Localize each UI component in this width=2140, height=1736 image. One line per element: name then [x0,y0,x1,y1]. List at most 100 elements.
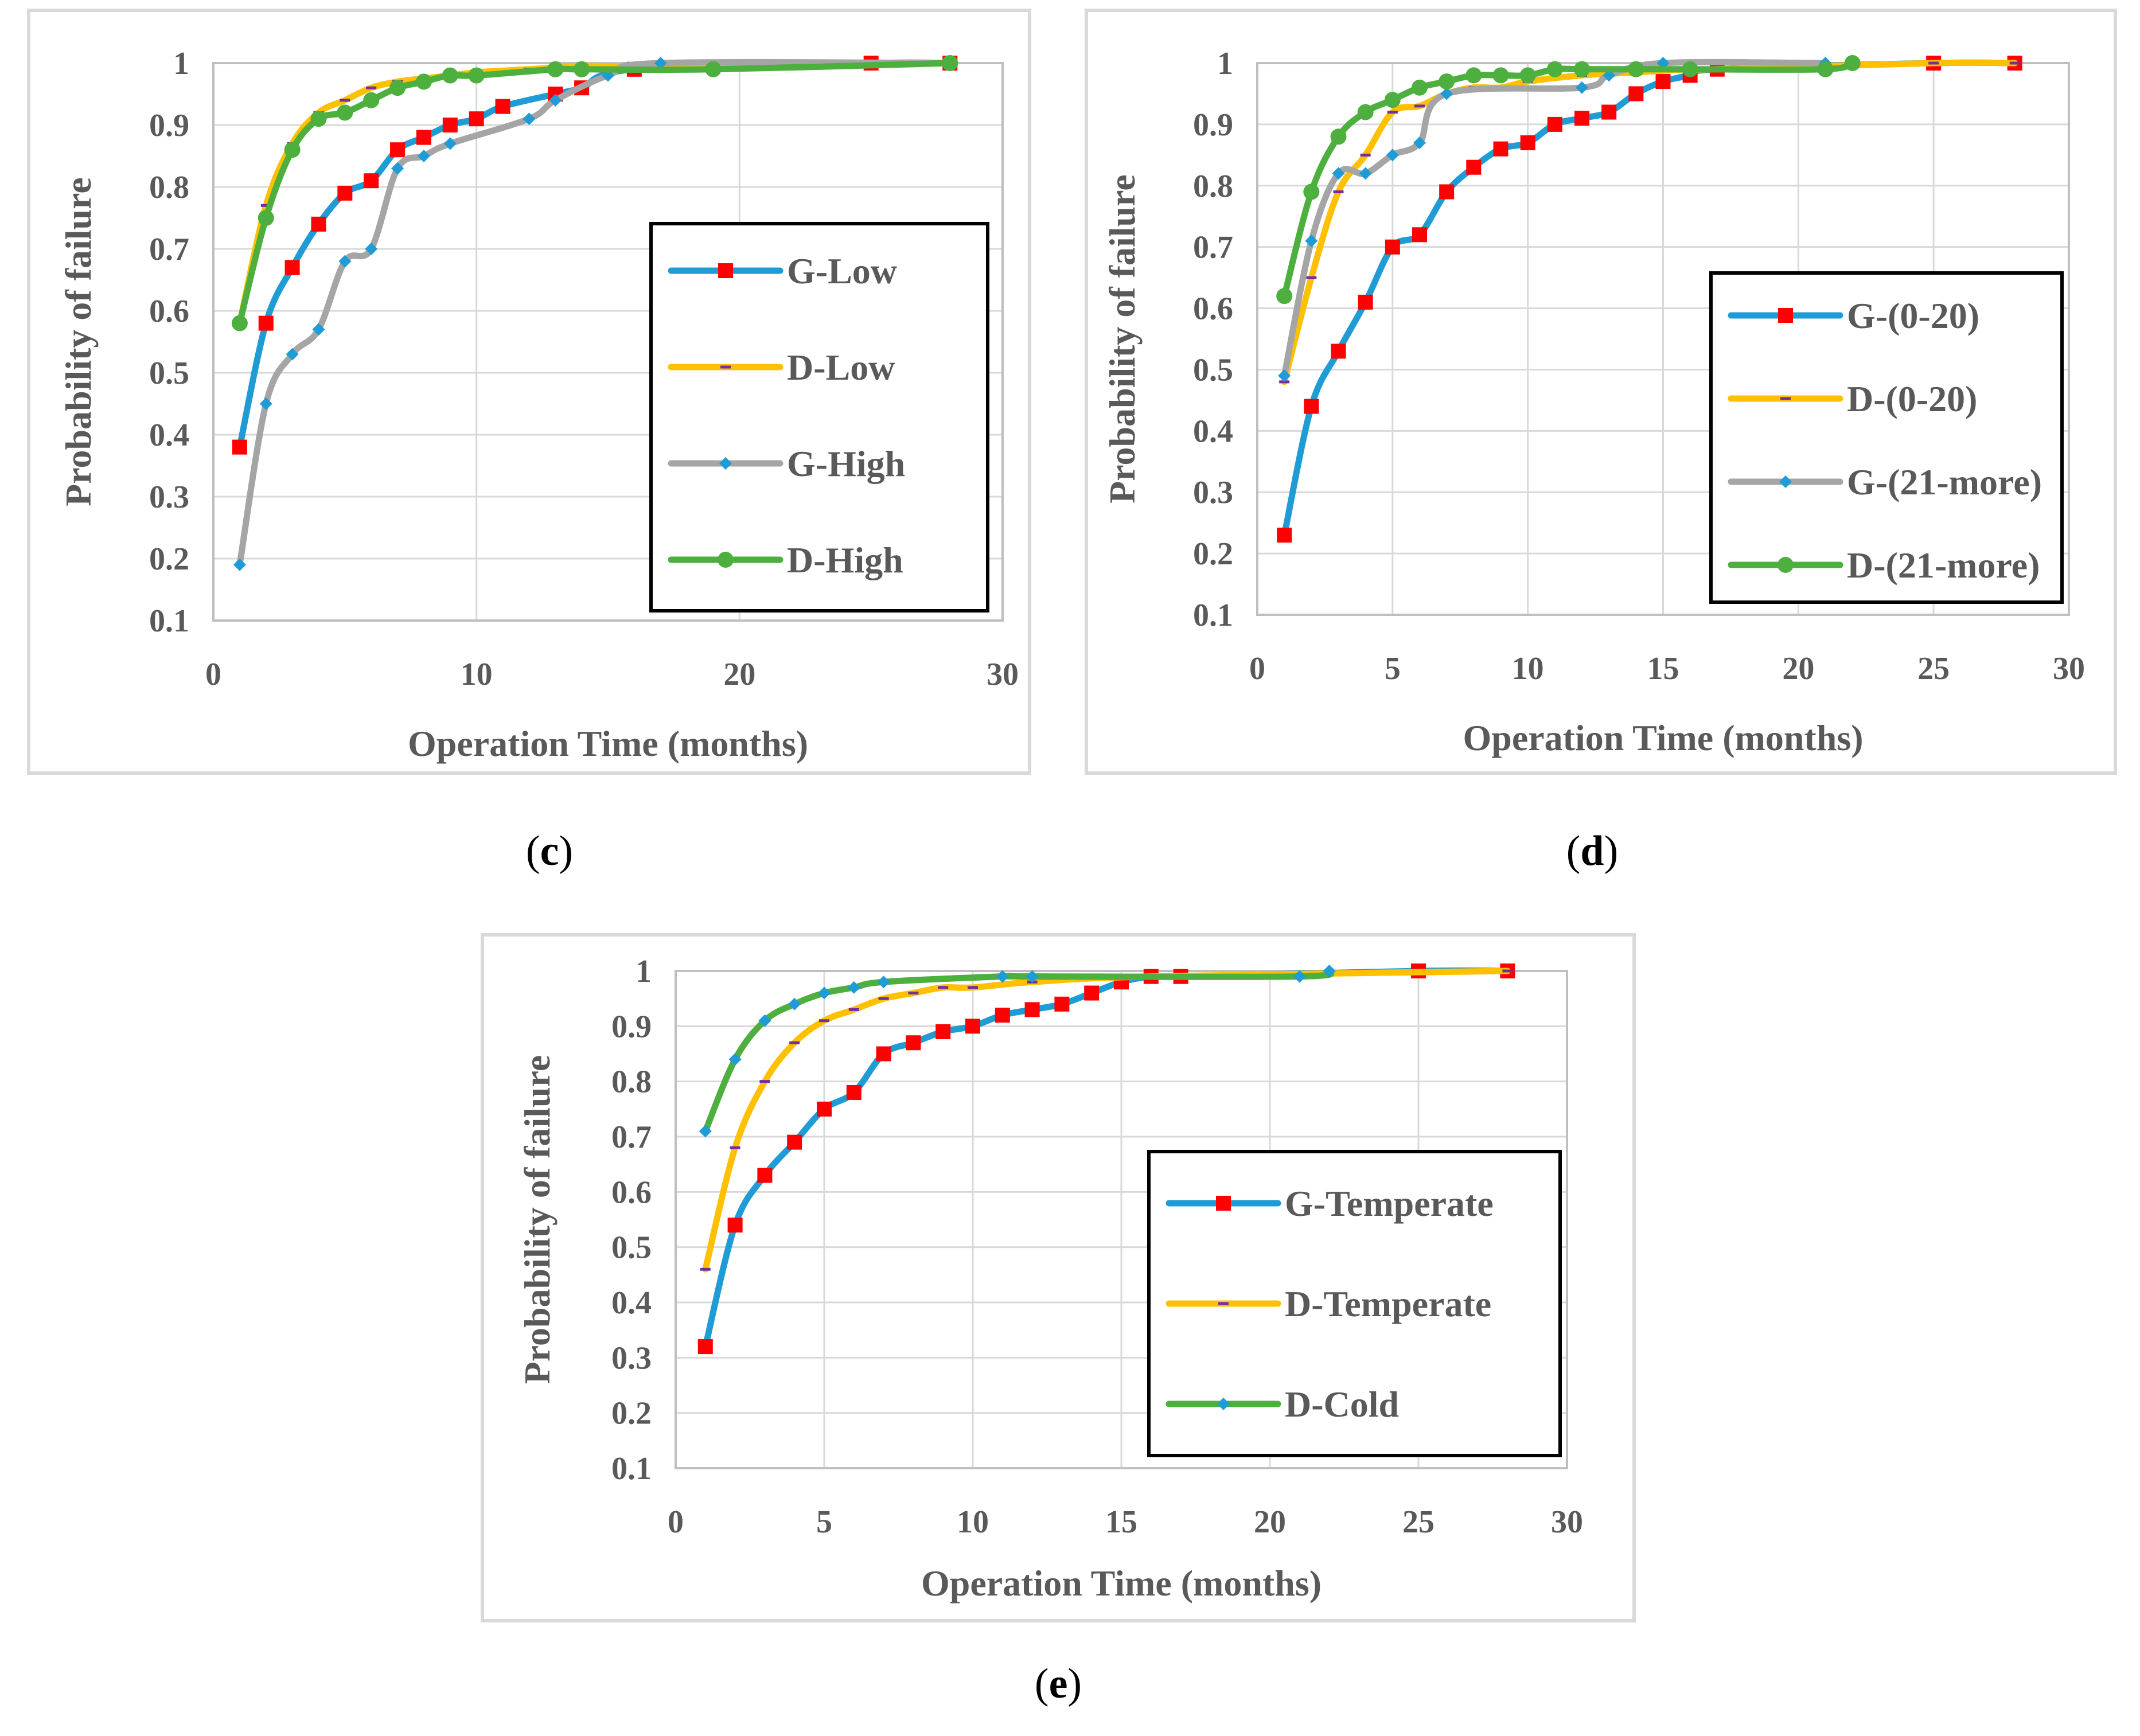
y-axis-title: Probability of failure [517,1055,558,1384]
data-point [233,558,246,571]
data-point [416,130,431,145]
data-point [1330,128,1347,145]
y-tick-label: 0.4 [611,1285,652,1321]
legend-marker [1216,1196,1231,1211]
legend-label: D-(0-20) [1847,379,1977,419]
data-point [1385,239,1400,255]
data-point [1084,985,1100,1001]
caption-close: ) [1067,1660,1082,1707]
legend-label: D-Temperate [1285,1284,1491,1324]
legend: G-Temperate D-Temperate D-Cold [1147,1150,1562,1457]
data-point [1412,227,1427,243]
x-tick-label: 25 [1917,651,1950,686]
y-tick-label: 0.8 [149,170,189,205]
data-point [705,61,722,77]
data-point [389,80,406,96]
caption-letter: d [1580,828,1604,875]
data-point [1357,104,1374,120]
y-axis-title: Probability of failure [58,177,99,506]
legend-label: D-High [787,540,903,580]
x-tick-label: 0 [205,657,221,692]
y-tick-label: 0.1 [1193,598,1233,633]
data-point [1574,111,1589,126]
data-point [787,1134,802,1150]
series-D-High [231,55,958,331]
data-point [1386,149,1399,162]
legend-marker [1217,1398,1230,1410]
data-point [415,73,432,90]
x-tick-label: 15 [1105,1504,1137,1540]
legend-box [1709,271,2064,604]
y-tick-label: 0.6 [149,294,189,329]
y-tick-label: 0.3 [611,1340,652,1376]
y-tick-label: 0.1 [611,1451,652,1487]
panel-caption: (d) [1566,828,1618,875]
data-point [442,67,458,84]
data-point [390,142,406,158]
x-axis-title: Operation Time (months) [1463,717,1863,758]
y-tick-label: 0.6 [611,1175,652,1210]
data-point [1358,294,1373,310]
data-point [1655,74,1671,89]
x-tick-label: 5 [1385,651,1401,686]
legend-marker [719,457,732,470]
legend-item: G-Low [668,251,897,291]
y-tick-label: 1 [1217,46,1233,81]
caption-letter: c [540,828,559,875]
data-point [1413,136,1426,149]
data-point [1293,970,1306,983]
data-point [495,99,510,114]
data-point [876,1046,891,1062]
data-point [1304,399,1319,414]
data-point [391,162,404,175]
data-point [906,1035,921,1051]
data-point [337,104,353,121]
data-point [312,323,325,336]
legend: G-Low D-Low G-High D-High [649,222,989,613]
data-point [935,1024,951,1039]
data-point [417,150,430,162]
x-tick-label: 30 [1551,1504,1583,1540]
data-point [758,1014,771,1027]
y-tick-label: 0.9 [149,108,189,143]
legend-label: G-Temperate [1285,1183,1494,1224]
data-point [1519,67,1536,84]
data-point [468,67,485,84]
legend-box [649,222,989,613]
data-point [995,1008,1010,1023]
data-point [1628,61,1644,77]
x-tick-label: 0 [668,1504,684,1540]
data-point [1576,81,1588,94]
x-tick-label: 10 [957,1504,989,1540]
x-tick-label: 5 [816,1504,832,1540]
x-tick-label: 15 [1647,651,1679,686]
chart-panel-e: 0.10.20.30.40.50.60.70.80.910 5 10 15 20 25 30… [481,933,1636,1707]
legend-item: D-Low [668,347,895,388]
data-point [1628,86,1644,102]
data-point [728,1053,742,1066]
chart-panel-c: 0.10.20.30.40.50.60.70.80.910 10 20 30Proba… [27,9,1031,875]
data-point [788,997,801,1011]
y-tick-label: 0.2 [149,541,189,577]
x-tick-label: 30 [987,657,1019,692]
y-tick-label: 0.9 [611,1009,652,1044]
legend-item: G-Temperate [1165,1183,1494,1224]
data-point [442,118,458,132]
y-tick-label: 0.3 [149,479,189,515]
legend-marker [718,552,734,568]
y-tick-label: 1 [636,954,652,989]
data-point [443,137,457,150]
data-point [1359,167,1372,180]
data-point [258,210,274,226]
y-tick-label: 0.5 [149,356,189,391]
y-tick-label: 0.8 [1193,169,1233,204]
data-point [469,111,484,127]
data-point [1026,970,1039,983]
legend-marker [1779,475,1792,488]
data-point [1054,996,1070,1012]
data-point [1466,159,1482,175]
x-axis-title: Operation Time (months) [921,1563,1322,1604]
data-point [1682,61,1698,77]
legend-item: G-High [668,443,905,484]
data-point [523,112,536,126]
